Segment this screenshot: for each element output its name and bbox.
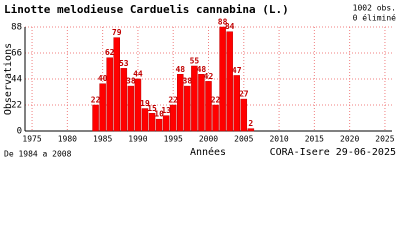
value-label: 10	[154, 110, 164, 119]
bar	[113, 37, 120, 132]
value-label: 48	[197, 65, 207, 74]
page: {"chart_data": {"type": "bar", "title": …	[3, 3, 397, 159]
x-tick-label: 1985	[93, 135, 112, 144]
bar	[169, 104, 177, 132]
value-label: 79	[112, 28, 122, 37]
chart: Linotte melodieuse Carduelis cannabina (…	[3, 3, 397, 159]
period-note: De 1984 a 2008	[4, 150, 72, 159]
bar	[155, 118, 163, 132]
x-tick-label: 2005	[234, 135, 253, 144]
value-label: 22	[168, 96, 178, 105]
bar	[134, 78, 142, 132]
bar	[106, 57, 113, 132]
x-tick-label: 2010	[269, 135, 288, 144]
eliminated-note: 0 éliminé	[353, 13, 397, 23]
bar	[233, 75, 240, 132]
y-tick-label: 0	[17, 127, 22, 137]
bar	[148, 113, 156, 132]
x-tick-label: 2000	[199, 135, 218, 144]
bar	[141, 108, 149, 132]
x-tick-label: 1995	[164, 135, 183, 144]
bar	[127, 85, 135, 132]
chart-title: Linotte melodieuse Carduelis cannabina (…	[4, 3, 289, 16]
bar	[212, 104, 219, 132]
value-label: 42	[204, 72, 214, 81]
bar	[191, 65, 198, 132]
value-label: 88	[218, 18, 228, 27]
bar	[205, 81, 212, 132]
bar	[219, 26, 226, 132]
value-label: 15	[147, 104, 157, 113]
value-label: 38	[126, 77, 136, 86]
value-label: 55	[190, 57, 200, 66]
y-tick-label: 88	[11, 23, 22, 33]
y-axis-label: Observations	[3, 43, 14, 115]
y-tick-label: 66	[11, 49, 22, 59]
x-tick-label: 2015	[305, 135, 324, 144]
bar	[226, 31, 233, 132]
y-tick-label: 22	[11, 101, 22, 111]
x-tick-label: 2020	[340, 135, 359, 144]
x-axis-label: Années	[190, 146, 226, 158]
obs-note: 1002 obs.	[353, 4, 396, 13]
x-tick-label: 1975	[22, 135, 41, 144]
bar	[184, 85, 191, 132]
bar	[177, 74, 184, 132]
value-label: 62	[105, 48, 115, 57]
value-label: 2	[248, 119, 253, 128]
x-tick-label: 2025	[375, 135, 394, 144]
value-label: 47	[232, 66, 242, 75]
value-label: 84	[225, 22, 235, 31]
value-label: 27	[239, 90, 249, 99]
value-label: 13	[161, 106, 171, 115]
value-label: 19	[140, 99, 150, 108]
value-label: 38	[183, 77, 193, 86]
value-label: 53	[119, 59, 129, 68]
bar	[120, 68, 128, 132]
bar	[240, 98, 248, 132]
value-label: 48	[175, 65, 185, 74]
value-label: 44	[133, 70, 143, 79]
x-tick-label: 1990	[128, 135, 147, 144]
bar	[247, 128, 255, 132]
value-label: 22	[211, 96, 221, 105]
source-note: CORA-Isere 29-06-2025	[270, 147, 396, 158]
bar	[162, 115, 170, 132]
bar	[92, 104, 99, 132]
y-tick-label: 44	[11, 75, 22, 85]
x-tick-label: 1980	[58, 135, 77, 144]
bar	[99, 83, 106, 132]
bar	[198, 74, 205, 132]
value-label: 40	[98, 74, 108, 83]
value-label: 22	[91, 96, 101, 105]
